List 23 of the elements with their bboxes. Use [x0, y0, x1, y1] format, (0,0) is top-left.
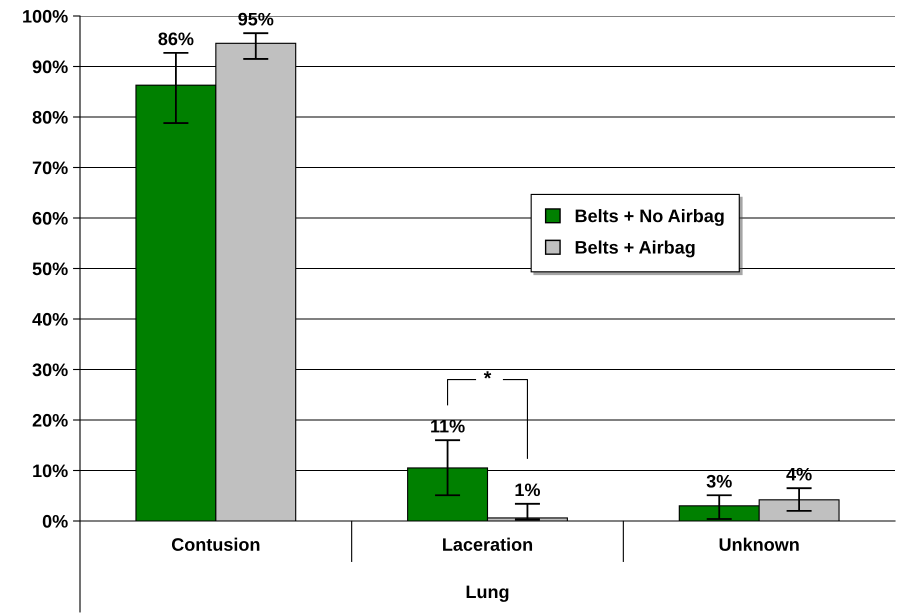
y-tick-label: 30%	[32, 363, 68, 376]
legend-label: Belts + No Airbag	[576, 209, 724, 226]
data-label: 95%	[238, 12, 274, 26]
y-tick-label: 0%	[42, 514, 68, 528]
data-label: 86%	[158, 32, 194, 46]
x-tick-label: Contusion	[172, 538, 260, 551]
legend-label: Belts + Airbag	[576, 240, 695, 258]
y-tick-label: 70%	[32, 161, 68, 174]
y-tick-label: 80%	[32, 110, 68, 124]
y-tick-label: 100%	[23, 10, 68, 23]
data-label: 11%	[431, 420, 465, 433]
y-tick-label: 20%	[32, 414, 68, 427]
data-label: 3%	[706, 474, 732, 488]
y-tick-label: 40%	[32, 312, 68, 326]
y-tick-label: 90%	[32, 60, 68, 74]
x-tick-label: Unknown	[720, 538, 799, 551]
y-tick-label: 10%	[33, 464, 68, 478]
y-tick-label: 60%	[32, 212, 68, 225]
x-axis-title: Lung	[466, 586, 508, 602]
annotation: *	[484, 371, 492, 378]
y-tick-label: 50%	[32, 262, 68, 276]
data-label: 1%	[516, 483, 540, 496]
x-tick-label: Laceration	[443, 538, 532, 551]
